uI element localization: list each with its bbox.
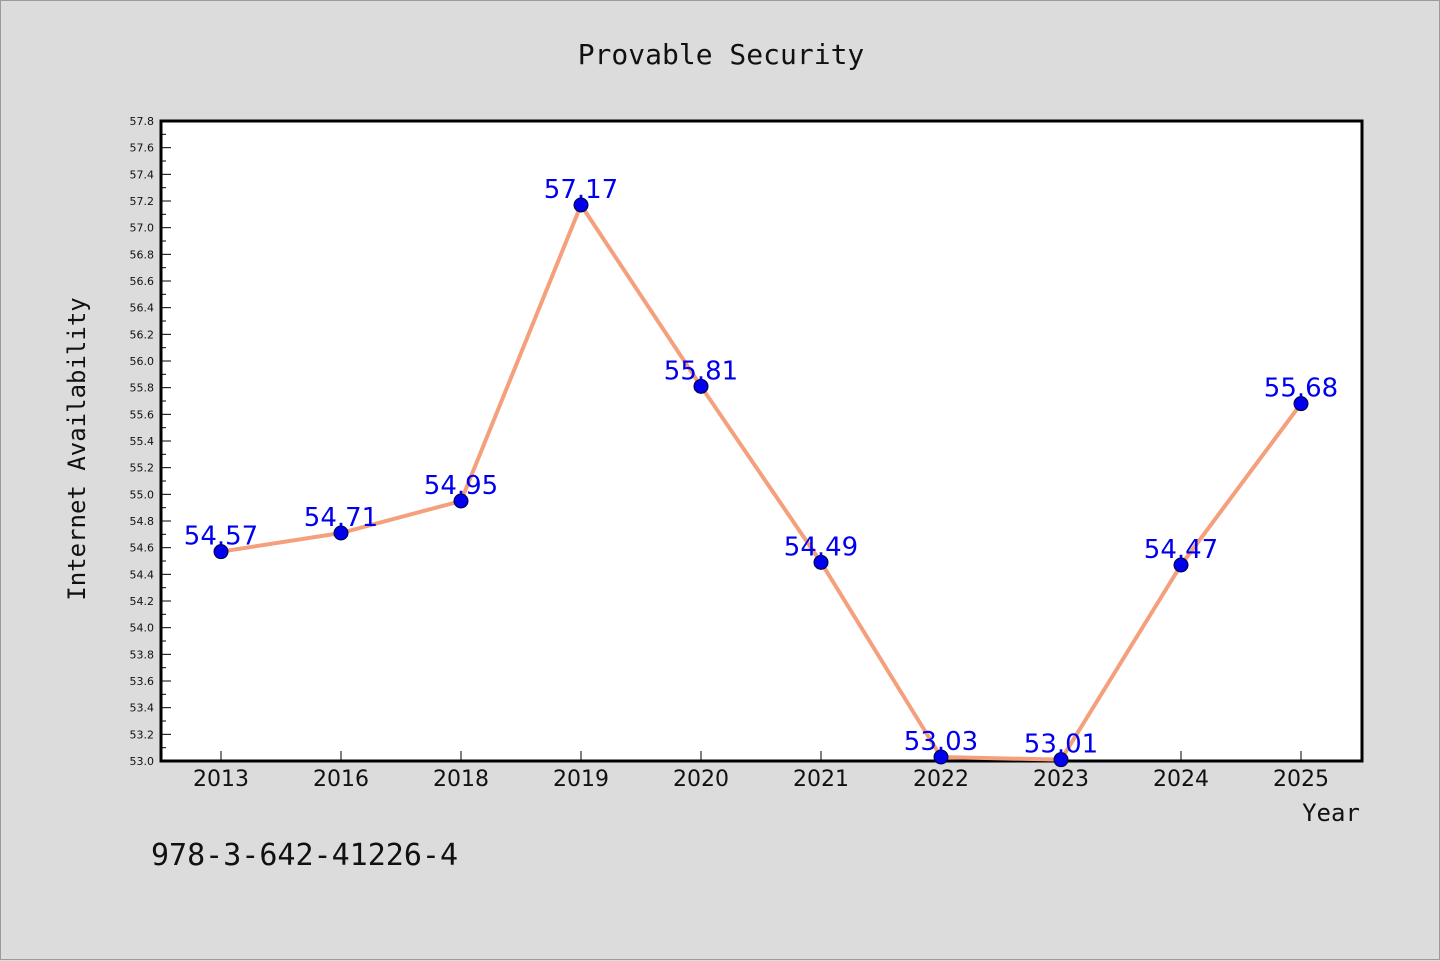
y-tick-label: 53.6 [130, 675, 155, 688]
data-label: 54.49 [784, 532, 858, 562]
x-tick-label: 2024 [1153, 767, 1209, 792]
y-tick-label: 54.6 [130, 542, 155, 555]
data-label: 53.01 [1024, 730, 1098, 760]
y-tick-label: 57.0 [130, 222, 155, 235]
data-labels: 54.57 54.71 54.95 57.17 55.81 54.49 53.03 53.01… [184, 175, 1338, 760]
y-tick-label: 53.4 [130, 702, 155, 715]
plot-area [159, 119, 1364, 763]
y-tick-label: 56.8 [130, 248, 155, 261]
y-tick-label: 57.8 [130, 115, 155, 128]
data-label: 54.47 [1144, 535, 1218, 565]
x-tick-label: 2022 [913, 767, 969, 792]
data-point [573, 197, 589, 213]
data-point [1053, 752, 1069, 768]
y-tick-label: 54.0 [130, 622, 155, 635]
x-tick-label: 2016 [313, 767, 369, 792]
y-tick-label: 55.6 [130, 408, 155, 421]
x-tick-label: 2023 [1033, 767, 1089, 792]
series-line [220, 203, 1303, 762]
data-point [933, 749, 949, 765]
data-point [213, 544, 229, 560]
x-tick-label: 2020 [673, 767, 729, 792]
x-tick-label: 2018 [433, 767, 489, 792]
x-axis-label: Year [1302, 799, 1360, 827]
y-tick-label: 53.8 [130, 648, 155, 661]
y-tick-label: 53.2 [130, 728, 155, 741]
y-tick-label: 56.6 [130, 275, 155, 288]
y-tick-label: 54.8 [130, 515, 155, 528]
data-label: 54.95 [424, 471, 498, 501]
data-label: 54.71 [304, 503, 378, 533]
data-label: 55.81 [664, 356, 738, 386]
y-tick-label: 55.4 [130, 435, 155, 448]
y-axis: 53.0 53.2 53.4 53.6 53.8 54.0 54.2 54.4 54.6 54.8… [130, 115, 171, 768]
series-points [213, 197, 1309, 768]
y-tick-label: 56.0 [130, 355, 155, 368]
data-label: 53.03 [904, 727, 978, 757]
y-tick-label: 57.4 [130, 168, 155, 181]
data-point [1293, 396, 1309, 412]
y-tick-label: 57.2 [130, 195, 155, 208]
data-label: 57.17 [544, 175, 618, 205]
y-tick-label: 55.8 [130, 382, 155, 395]
y-tick-label: 54.2 [130, 595, 155, 608]
series-polyline [220, 203, 1303, 762]
chart-title: Provable Security [578, 38, 865, 71]
y-tick-label: 56.2 [130, 328, 155, 341]
y-tick-label: 56.4 [130, 302, 155, 315]
y-tick-label: 57.6 [130, 142, 155, 155]
y-tick-label: 55.2 [130, 462, 155, 475]
data-point [453, 493, 469, 509]
y-axis-label: Internet Availability [63, 297, 91, 600]
data-point [813, 554, 829, 570]
y-tick-label: 53.0 [130, 755, 155, 768]
y-tick-label: 55.0 [130, 488, 155, 501]
x-tick-label: 2013 [193, 767, 249, 792]
data-label: 55.68 [1264, 374, 1338, 404]
x-tick-label: 2019 [553, 767, 609, 792]
x-tick-label: 2021 [793, 767, 849, 792]
data-point [333, 525, 349, 541]
data-point [693, 378, 709, 394]
x-tick-label: 2025 [1273, 767, 1329, 792]
y-tick-label: 54.4 [130, 568, 155, 581]
x-axis: 2013 2016 2018 2019 2020 2021 2022 2023 2024 2025 [193, 751, 1329, 792]
isbn-text: 978-3-642-41226-4 [151, 838, 458, 873]
data-point [1173, 557, 1189, 573]
data-label: 54.57 [184, 522, 258, 552]
